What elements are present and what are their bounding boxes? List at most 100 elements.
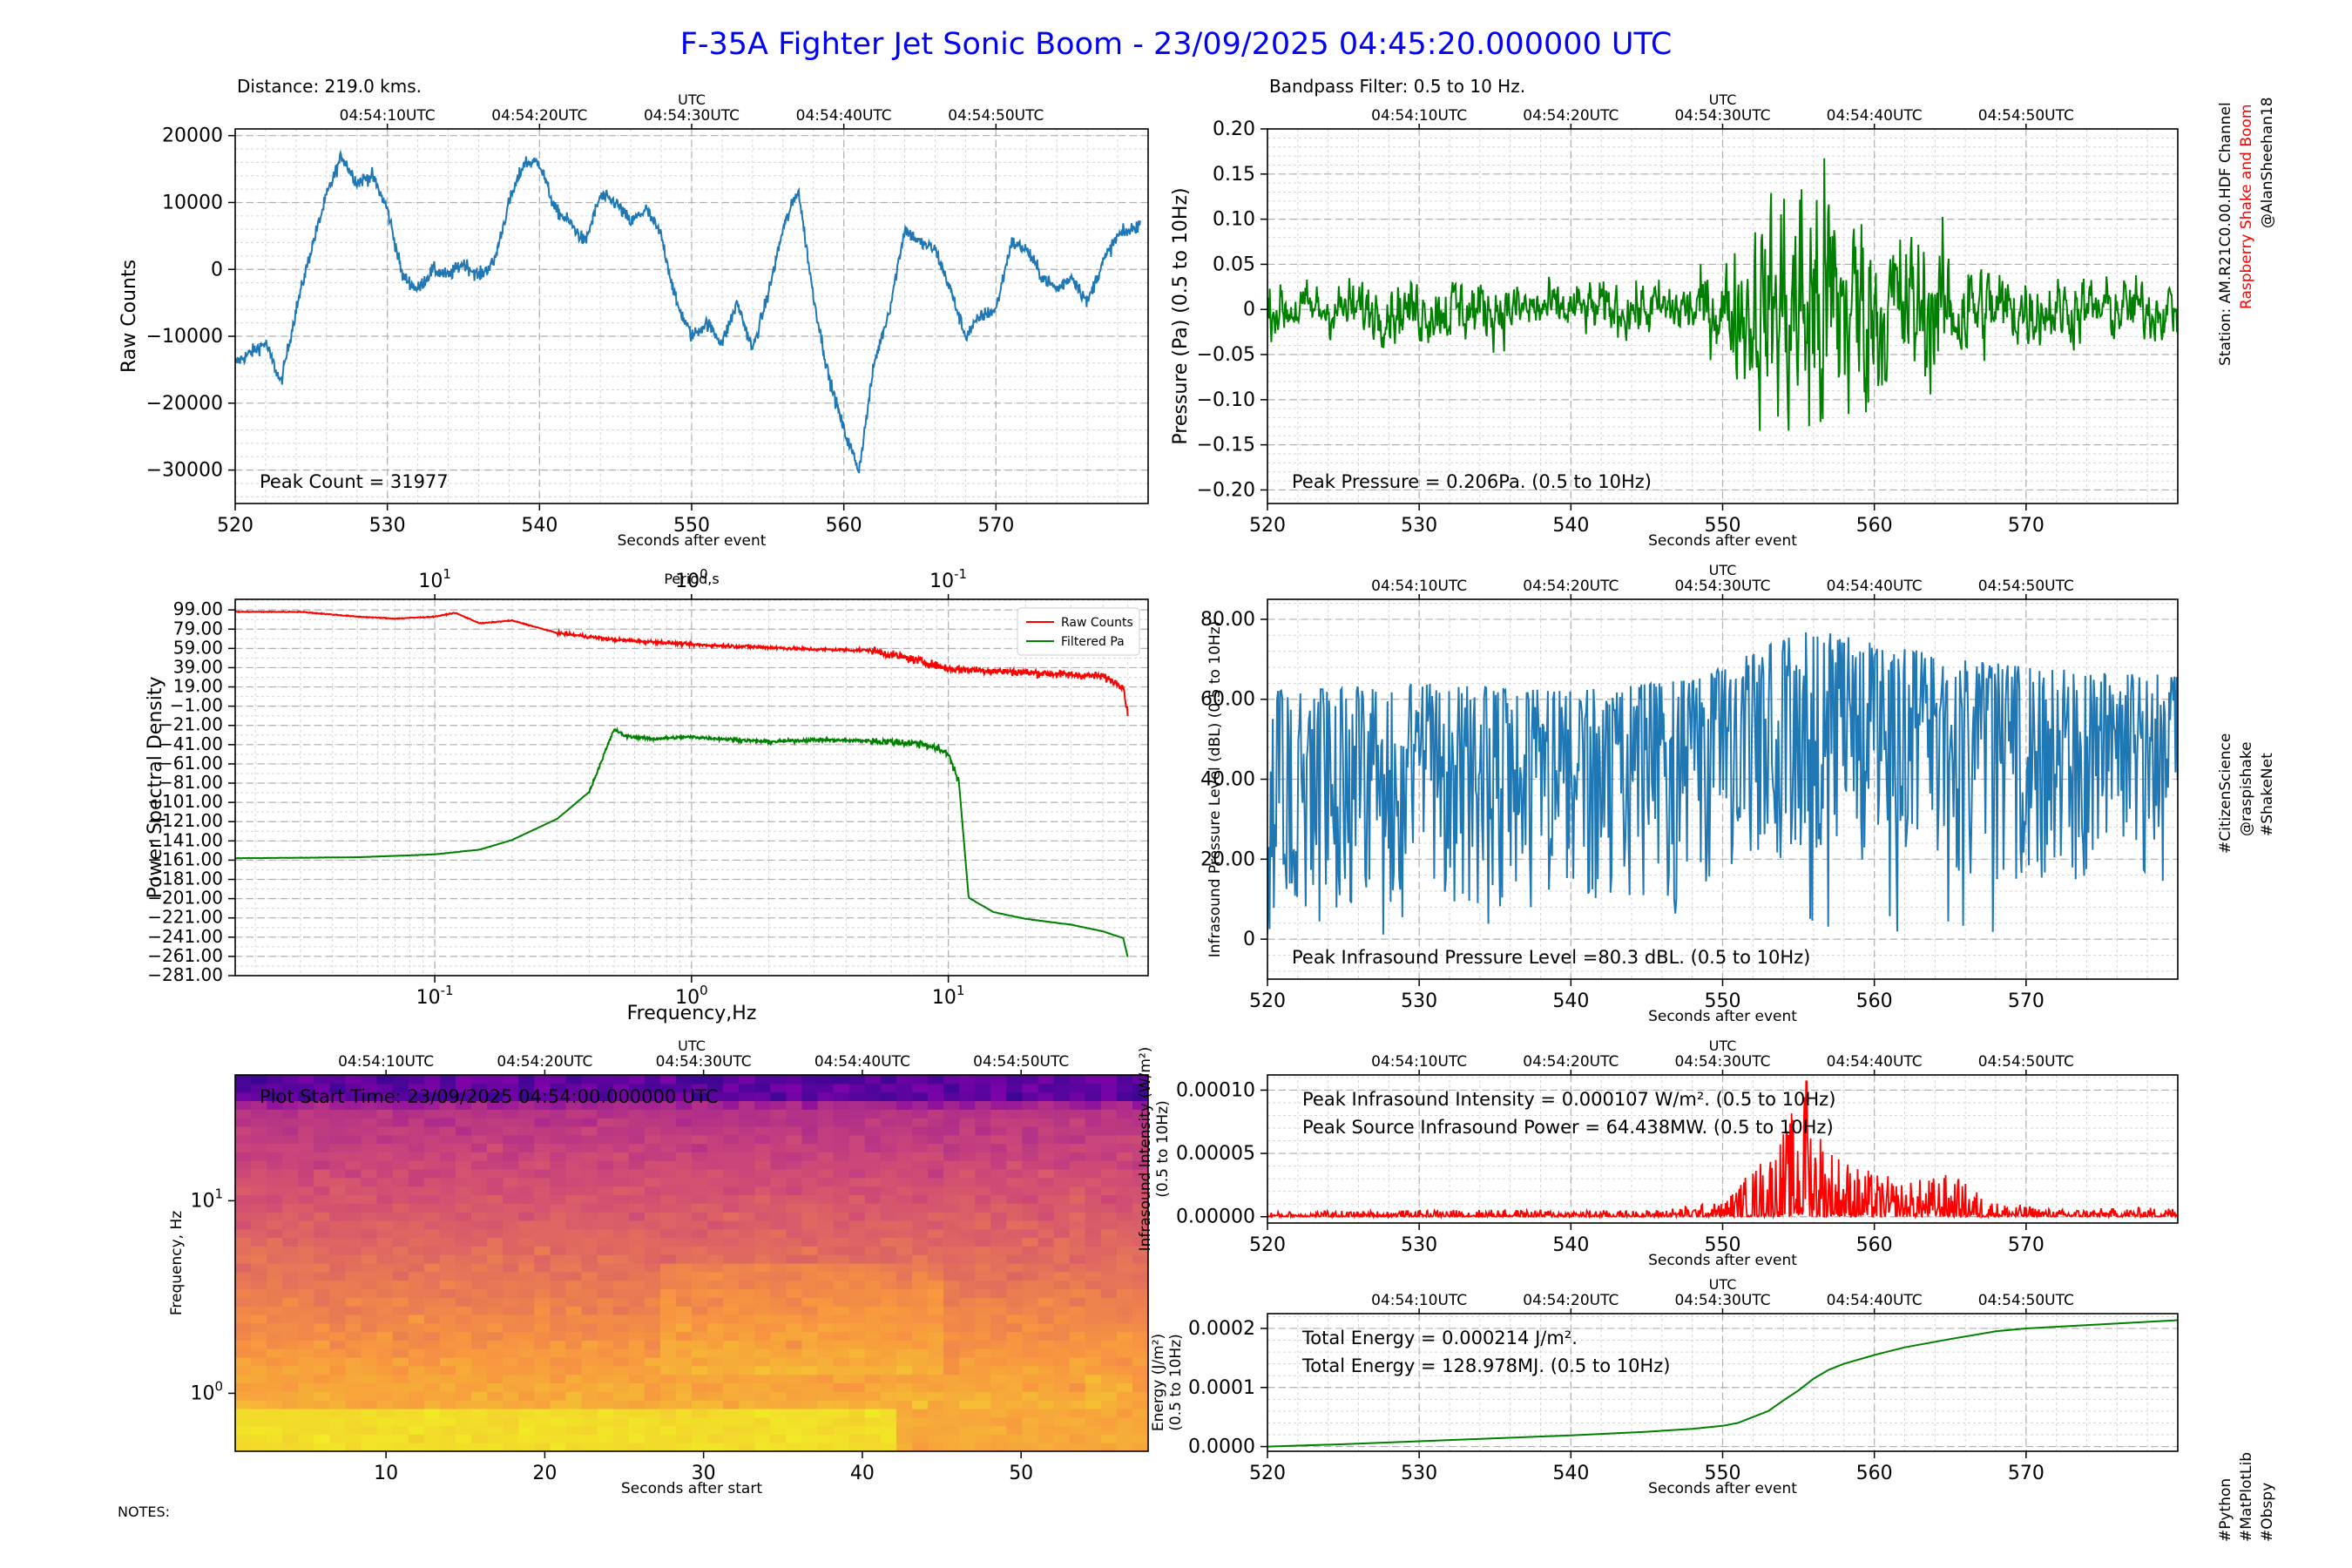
- y-tick-label: 59.00: [173, 637, 223, 658]
- legend: Raw Counts Filtered Pa: [1017, 607, 1140, 656]
- y-axis-label: Power Spectral Density: [145, 677, 166, 899]
- annotation-text: Peak Infrasound Intensity = 0.000107 W/m…: [1302, 1089, 1835, 1110]
- annotation-text: Peak Count = 31977: [260, 471, 449, 492]
- y-tick-label: 19.00: [173, 676, 223, 697]
- x-tick-label: 530: [1401, 1234, 1437, 1256]
- x-tick-label: 530: [1401, 990, 1437, 1012]
- hashtag-obspy: #Obspy: [2259, 1483, 2276, 1542]
- top-tick-label: 04:54:20UTC: [1523, 107, 1619, 125]
- y-tick-label: −241.00: [147, 926, 223, 947]
- y-tick-label: 0.00005: [1176, 1143, 1255, 1165]
- x-tick-label: 30: [692, 1463, 716, 1484]
- hashtag-raspishake: @raspishake: [2238, 741, 2255, 836]
- top-tick-label: 04:54:10UTC: [1371, 107, 1467, 125]
- top-tick-label: 04:54:10UTC: [340, 107, 436, 125]
- y-tick-label: 0: [1243, 299, 1255, 321]
- x-tick-label: 570: [2008, 515, 2044, 537]
- y-tick-label: 40.00: [1200, 769, 1255, 791]
- top-axis-label: UTC: [678, 91, 706, 108]
- y-tick-label: −0.10: [1197, 389, 1255, 411]
- y-tick-label: 0.00010: [1176, 1079, 1255, 1101]
- x-tick-label: 100: [675, 983, 708, 1009]
- top-tick-label: 04:54:10UTC: [1371, 1292, 1467, 1309]
- annotation-text: Total Energy = 128.978MJ. (0.5 to 10Hz): [1301, 1355, 1670, 1376]
- top-tick-label: 04:54:20UTC: [1523, 578, 1619, 595]
- panel-filtered: 520 530 540 550 560 570 −0.20 −0.15 −0.10 −0.05 0 0…: [1170, 76, 2179, 550]
- y-tick-label: 0: [1243, 929, 1255, 950]
- x-tick-label: 530: [1401, 515, 1437, 537]
- y-tick-label: 0.10: [1213, 209, 1255, 231]
- top-axis-label: UTC: [1709, 562, 1737, 578]
- y-tick-label: 0.0000: [1188, 1436, 1255, 1458]
- y-tick-label: −201.00: [147, 888, 223, 909]
- data-layer: [235, 610, 1129, 957]
- x-tick-label: 10-1: [416, 983, 454, 1009]
- panel-top-label: Bandpass Filter: 0.5 to 10 Hz.: [1269, 76, 1525, 97]
- top-tick-label: 04:54:30UTC: [1674, 107, 1770, 125]
- panel-raw: 520 530 540 550 560 570 −30000 −20000 −10000 0 100…: [118, 76, 1149, 550]
- y-axis-label: Raw Counts: [118, 260, 140, 373]
- x-tick-label: 550: [673, 515, 710, 537]
- top-tick-label: 04:54:40UTC: [1827, 578, 1923, 595]
- grid: [1267, 1314, 2178, 1451]
- x-axis-label: Seconds after event: [1648, 1252, 1797, 1269]
- y-axis-label: Pressure (Pa) (0.5 to 10Hz): [1170, 187, 1192, 444]
- grid: [1267, 1075, 2178, 1223]
- y-tick-label: −81.00: [159, 772, 223, 793]
- panel-spectrogram: 10 20 30 40 50 100 101 04:54:10UTC 04:54:20UTC 04…: [168, 1037, 1149, 1497]
- y-tick-label: 10000: [162, 192, 223, 213]
- x-axis-label: Frequency,Hz: [627, 1003, 757, 1024]
- x-axis-label: Seconds after event: [618, 532, 767, 550]
- top-tick-label: 10-1: [929, 566, 967, 592]
- panel-top-label: Distance: 219.0 kms.: [237, 76, 422, 97]
- x-tick-label: 540: [1552, 1234, 1589, 1256]
- series-line-filtered-pa: [235, 727, 1129, 957]
- x-tick-label: 40: [850, 1463, 875, 1484]
- x-tick-label: 101: [932, 983, 965, 1009]
- top-tick-label: 100: [675, 566, 708, 592]
- data-layer: [1267, 1080, 2178, 1220]
- y-tick-label: 0.00000: [1176, 1206, 1255, 1228]
- top-tick-label: 04:54:40UTC: [796, 107, 892, 125]
- top-tick-label: 04:54:50UTC: [1978, 107, 2074, 125]
- y-tick-label: 80.00: [1200, 609, 1255, 631]
- series-line-pressure: [1267, 158, 2178, 431]
- x-tick-label: 570: [2008, 1234, 2044, 1256]
- y-tick-label: −61.00: [159, 753, 223, 774]
- top-tick-label: 04:54:30UTC: [1674, 1292, 1770, 1309]
- annotation-text: Peak Source Infrasound Power = 64.438MW.…: [1302, 1117, 1834, 1138]
- y-tick-label: −261.00: [147, 945, 223, 966]
- notes-label: NOTES:: [118, 1504, 170, 1520]
- x-tick-label: 540: [1552, 515, 1589, 537]
- series-line-ipl: [1267, 632, 2178, 935]
- annotation-text: Plot Start Time: 23/09/2025 04:54:00.000…: [260, 1086, 719, 1107]
- top-tick-label: 04:54:20UTC: [1523, 1053, 1619, 1071]
- panel-intensity: 520 530 540 550 560 570 0.00000 0.00005 0.00010 0…: [1137, 1037, 2179, 1269]
- y-tick-label: −161.00: [147, 848, 223, 869]
- y-axis-label-units: (0.5 to 10Hz): [1154, 1100, 1172, 1198]
- hashtag-shakenet: #ShakeNet: [2259, 753, 2276, 836]
- panel-ipl: 520 530 540 550 560 570 0 20.00 40.00 60.00 80.00 0…: [1200, 562, 2179, 1025]
- data-layer: [1267, 158, 2178, 431]
- y-axis-label: Infrasound Pressure Level (dBL) (0.5 to …: [1206, 621, 1224, 958]
- top-axis-label: UTC: [1709, 1276, 1737, 1293]
- y-tick-label: 101: [190, 1186, 223, 1212]
- y-tick-label: 20.00: [1200, 848, 1255, 870]
- y-axis-label: Frequency, Hz: [168, 1211, 186, 1315]
- x-tick-label: 540: [1552, 990, 1589, 1012]
- top-tick-label: 04:54:30UTC: [644, 107, 740, 125]
- top-tick-label: 04:54:20UTC: [497, 1053, 592, 1071]
- annotation-text: Total Energy = 0.000214 J/m².: [1301, 1328, 1578, 1348]
- x-tick-label: 550: [1705, 1463, 1741, 1484]
- top-tick-label: 04:54:40UTC: [814, 1053, 910, 1071]
- x-tick-label: 570: [977, 515, 1014, 537]
- top-tick-label: 04:54:40UTC: [1827, 107, 1923, 125]
- y-tick-label: −41.00: [159, 733, 223, 754]
- x-tick-label: 560: [1856, 990, 1893, 1012]
- y-tick-label: −141.00: [147, 829, 223, 850]
- hashtag-citizenscience: #CitizenScience: [2217, 733, 2234, 854]
- x-axis-label: Seconds after start: [621, 1480, 762, 1497]
- top-tick-label: 04:54:20UTC: [491, 107, 587, 125]
- top-axis-label: Period,s: [664, 571, 719, 587]
- series-line-energy: [1267, 1319, 2178, 1448]
